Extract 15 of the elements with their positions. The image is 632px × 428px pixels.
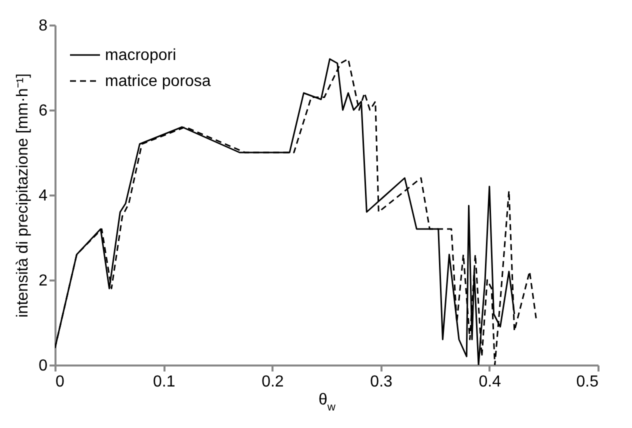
y-tick-label: 2 (38, 272, 48, 290)
y-axis-title: intensità di precipitazione [mm·h⁻¹] (14, 73, 32, 318)
x-tick-label: 0 (56, 374, 64, 390)
y-tick-label: 4 (38, 188, 48, 204)
x-tick-label: 0.3 (370, 374, 393, 390)
y-tick-label: 6 (38, 102, 48, 120)
y-tick-label: 8 (38, 18, 48, 34)
legend-label: macropori (105, 47, 176, 64)
x-axis-title: θ$_{w}$ (318, 392, 336, 414)
legend-label: matrice porosa (105, 73, 211, 90)
x-tick-label: 0.2 (262, 374, 284, 390)
y-tick-label: 0 (38, 358, 48, 374)
x-tick-label: 0.5 (576, 374, 599, 390)
x-tick-label: 0.4 (478, 374, 502, 390)
x-tick-label: 0.1 (152, 374, 176, 390)
